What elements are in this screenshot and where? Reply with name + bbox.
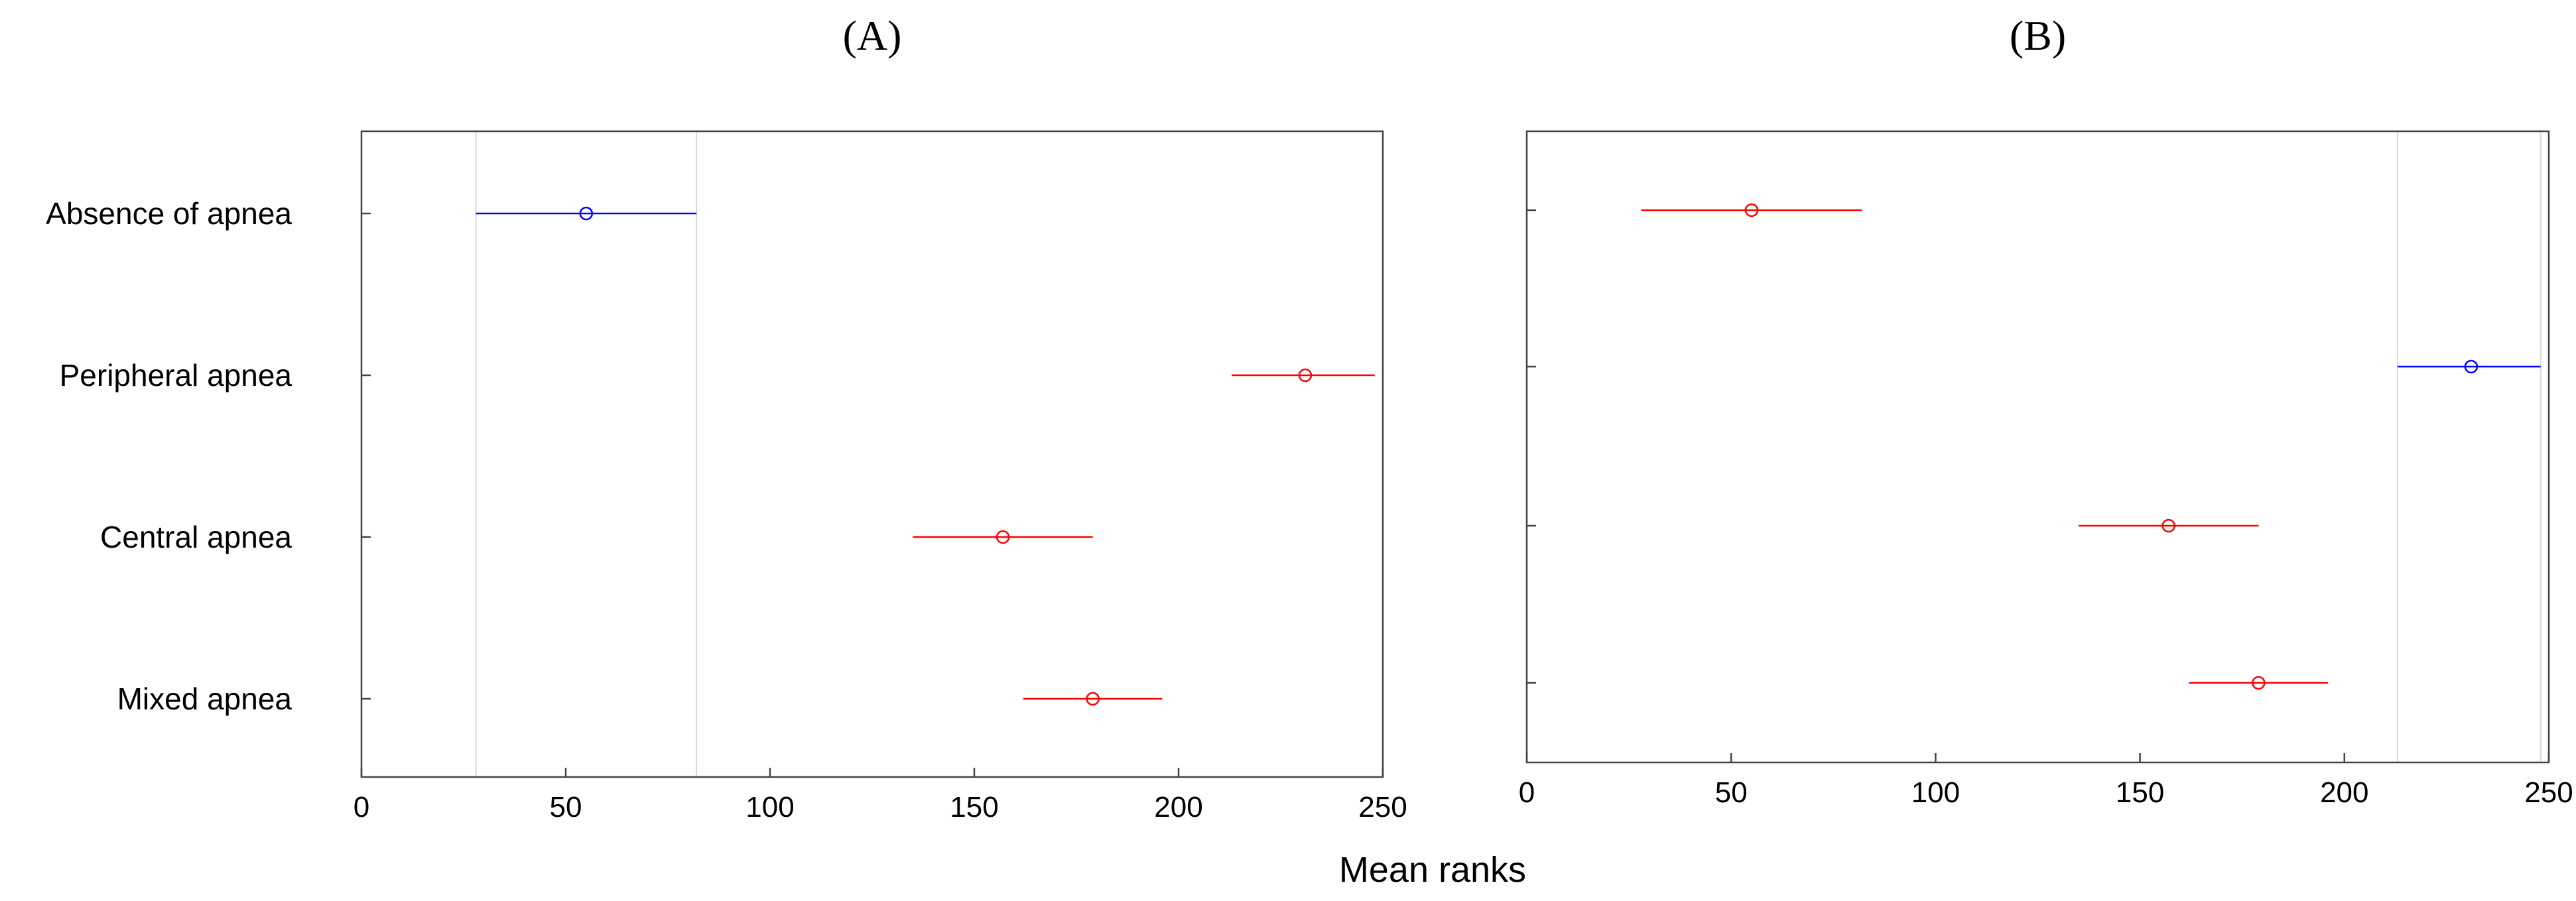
category-label: Absence of apnea <box>46 196 292 231</box>
x-tick-label: 150 <box>950 791 998 823</box>
error-bar-mixed-apnea <box>1023 691 1163 706</box>
x-tick-label: 200 <box>1154 791 1202 823</box>
x-tick-label: 0 <box>354 791 369 823</box>
plot-frame <box>360 130 1384 778</box>
plot-frame <box>1525 130 2550 764</box>
x-tick-label: 200 <box>2320 776 2368 809</box>
mean-marker <box>2252 676 2266 690</box>
chart-panel-b: (B) 0 50 100 150 200 250 <box>1519 12 2573 809</box>
x-tick-label: 150 <box>2116 776 2164 809</box>
chart-panel-a: (A) 0 50 100 150 200 250 Absence of apnea Periph… <box>46 12 1407 823</box>
x-tick-label: 0 <box>1519 776 1535 809</box>
panel-title: (A) <box>843 12 902 59</box>
mean-marker <box>579 206 594 221</box>
mean-marker <box>1298 368 1313 383</box>
x-axis-title: Mean ranks <box>1339 850 1526 890</box>
error-bar-absence-of-apnea <box>476 206 697 221</box>
error-bar-central-apnea <box>913 530 1093 544</box>
x-tick-label: 100 <box>1911 776 1960 809</box>
error-bar-central-apnea <box>2079 518 2259 533</box>
mean-marker <box>996 530 1010 544</box>
panel-title: (B) <box>2010 12 2066 59</box>
error-bar-absence-of-apnea <box>1641 203 1862 217</box>
category-label: Peripheral apnea <box>60 358 292 392</box>
x-tick-label: 250 <box>1358 791 1407 823</box>
x-tick-label: 50 <box>550 791 582 823</box>
category-label: Mixed apnea <box>117 682 292 716</box>
mean-marker <box>1086 691 1100 706</box>
mean-marker <box>2161 518 2175 533</box>
mean-marker <box>1744 203 1759 217</box>
error-bar-peripheral-apnea <box>2397 359 2541 374</box>
x-tick-label: 100 <box>745 791 794 823</box>
error-bar-peripheral-apnea <box>1232 368 1375 383</box>
error-bar-mixed-apnea <box>2189 676 2329 690</box>
category-label: Central apnea <box>100 520 292 554</box>
mean-marker <box>2464 359 2479 374</box>
x-tick-label: 250 <box>2524 776 2573 809</box>
x-tick-label: 50 <box>1715 776 1748 809</box>
